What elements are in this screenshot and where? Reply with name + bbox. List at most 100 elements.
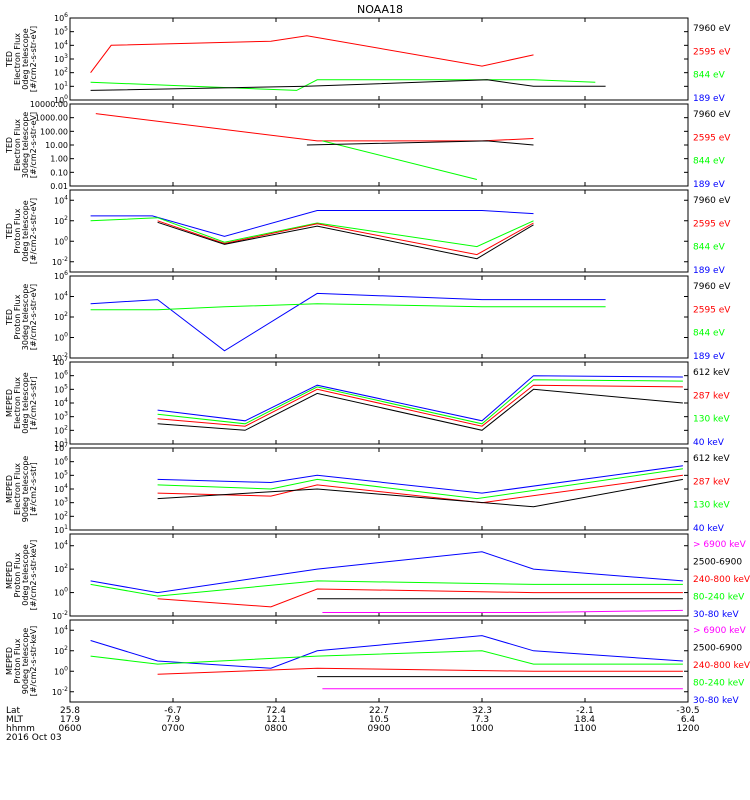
y-axis-label-line: 90deg telescope [21, 628, 30, 695]
footer-tick-lat: -30.5 [676, 706, 699, 716]
panel-7: 10-2 100 102 104 MEPED Proton Flux 0deg telesc… [5, 533, 750, 621]
footer-tick-hhmm: 0900 [368, 724, 391, 734]
y-tick-label: 100.00 [40, 127, 68, 136]
y-tick-label: 100 [54, 235, 68, 246]
series-line-black [90, 79, 606, 91]
y-axis-label-line: 30deg telescope [21, 112, 30, 179]
y-tick-label: 107 [54, 442, 68, 453]
legend-entry: 844 eV [693, 243, 726, 253]
series-line-red [95, 113, 534, 142]
y-tick-label: 106 [54, 370, 68, 381]
legend-entry: 189 eV [693, 266, 726, 276]
y-tick-label: 103 [54, 411, 68, 422]
legend-entry: 844 eV [693, 71, 726, 81]
y-tick-label: 104 [54, 194, 68, 205]
footer-tick-hhmm: 0800 [265, 724, 288, 734]
y-axis-label-line: TED [5, 137, 14, 154]
y-axis-label-line: [#/cm2-s-str] [29, 376, 38, 429]
y-axis-label-line: 0deg telescope [21, 28, 30, 89]
plot-title: NOAA18 [357, 3, 403, 16]
series-line-green [322, 140, 478, 180]
legend-entry: 844 eV [693, 329, 726, 339]
footer-row-label: MLT [6, 715, 24, 725]
y-axis-label-line: Electron Flux [13, 33, 22, 85]
y-tick-label: 104 [54, 483, 68, 494]
y-tick-label: 100 [54, 587, 68, 598]
footer-tick-hhmm: 0700 [162, 724, 185, 734]
legend-entry: 130 keV [693, 415, 730, 425]
series-line-blue [90, 292, 606, 352]
y-tick-label: 10-2 [52, 256, 68, 267]
legend-entry: 287 keV [693, 477, 730, 487]
footer-row-label: Lat [6, 706, 21, 716]
y-axis-label-line: TED [5, 223, 14, 240]
y-tick-label: 101 [54, 524, 68, 535]
y-tick-label: 104 [54, 291, 68, 302]
y-axis-label-line: [#/cm2-s-str-eV] [29, 26, 38, 92]
y-tick-label: 10-2 [52, 686, 68, 697]
series-line-green [157, 468, 683, 500]
legend-entry: 80-240 keV [693, 679, 745, 689]
footer-tick-mlt: 17.9 [60, 715, 80, 725]
panel-8: 10-2 100 102 104 MEPED Proton Flux 90deg teles… [5, 619, 750, 706]
footer-tick-lat: -2.1 [576, 706, 594, 716]
legend-entry: 612 keV [693, 368, 730, 378]
y-axis-label-line: Electron Flux [13, 377, 22, 429]
legend-entry: 7960 eV [693, 282, 731, 292]
legend-entry: 189 eV [693, 94, 726, 104]
footer-tick-lat: 25.8 [60, 706, 80, 716]
legend-entry: > 6900 keV [693, 540, 747, 550]
y-tick-label: 105 [54, 469, 68, 480]
y-axis-label-line: [#/cm2-s-str-eV] [29, 198, 38, 264]
footer-row-label: hhmm [6, 724, 35, 734]
y-tick-label: 105 [54, 26, 68, 37]
y-axis-label-line: [#/cm2-s-str] [29, 462, 38, 515]
footer-tick-mlt: 7.3 [475, 715, 489, 725]
y-tick-label: 0.01 [50, 182, 68, 191]
legend-entry: 2595 eV [693, 219, 731, 229]
footer-tick-lat: -6.7 [164, 706, 182, 716]
y-axis-label-line: MEPED [5, 475, 14, 503]
panel-3: 10-2 100 102 104 TED Proton Flux 0deg telescop… [5, 189, 731, 276]
y-tick-label: 0.10 [50, 168, 68, 177]
footer-tick-lat: 32.3 [472, 706, 492, 716]
legend-entry: 7960 eV [693, 110, 731, 120]
y-tick-label: 102 [54, 424, 68, 435]
y-axis-label-line: Proton Flux [13, 638, 22, 683]
y-tick-label: 102 [54, 563, 68, 574]
legend-entry: 612 keV [693, 454, 730, 464]
y-tick-label: 107 [54, 356, 68, 367]
legend-entry: 2500-6900 [693, 558, 742, 568]
y-tick-label: 102 [54, 645, 68, 656]
legend-entry: 40 keV [693, 524, 725, 534]
footer-tick-mlt: 6.4 [681, 715, 696, 725]
panel-6: 101 102 103 104 105 106 107 MEPED Electron Flux 9… [5, 442, 730, 535]
series-line-blue [90, 210, 534, 237]
panel-5: 101 102 103 104 105 106 107 MEPED Electron Flux 0… [5, 356, 730, 449]
footer-tick-hhmm: 1100 [574, 724, 597, 734]
y-axis-label-line: MEPED [5, 561, 14, 589]
footer-tick-mlt: 7.9 [166, 715, 181, 725]
y-tick-label: 104 [54, 397, 68, 408]
series-line-red [157, 667, 683, 675]
footer-tick-hhmm: 1200 [677, 724, 700, 734]
legend-entry: 30-80 keV [693, 610, 739, 620]
y-axis-label-line: [#/cm2-s-str-keV] [29, 626, 38, 697]
footer-tick-mlt: 18.4 [575, 715, 595, 725]
y-axis-label-line: 0deg telescope [21, 544, 30, 605]
y-axis-label-line: Electron Flux [13, 119, 22, 171]
legend-entry: 2500-6900 [693, 644, 742, 654]
y-tick-label: 1000.00 [35, 114, 68, 123]
y-axis-label-line: 0deg telescope [21, 372, 30, 433]
legend-entry: 7960 eV [693, 196, 731, 206]
panel-4: 10-2 100 102 104 106 TED Proton Flux 30deg tele… [5, 270, 731, 363]
legend-entry: 2595 eV [693, 47, 731, 57]
y-tick-label: 102 [54, 67, 68, 78]
y-tick-label: 102 [54, 510, 68, 521]
series-line-red [157, 588, 683, 608]
series-line-black [157, 221, 534, 260]
y-axis-label-line: Proton Flux [13, 552, 22, 597]
legend-entry: 287 keV [693, 391, 730, 401]
